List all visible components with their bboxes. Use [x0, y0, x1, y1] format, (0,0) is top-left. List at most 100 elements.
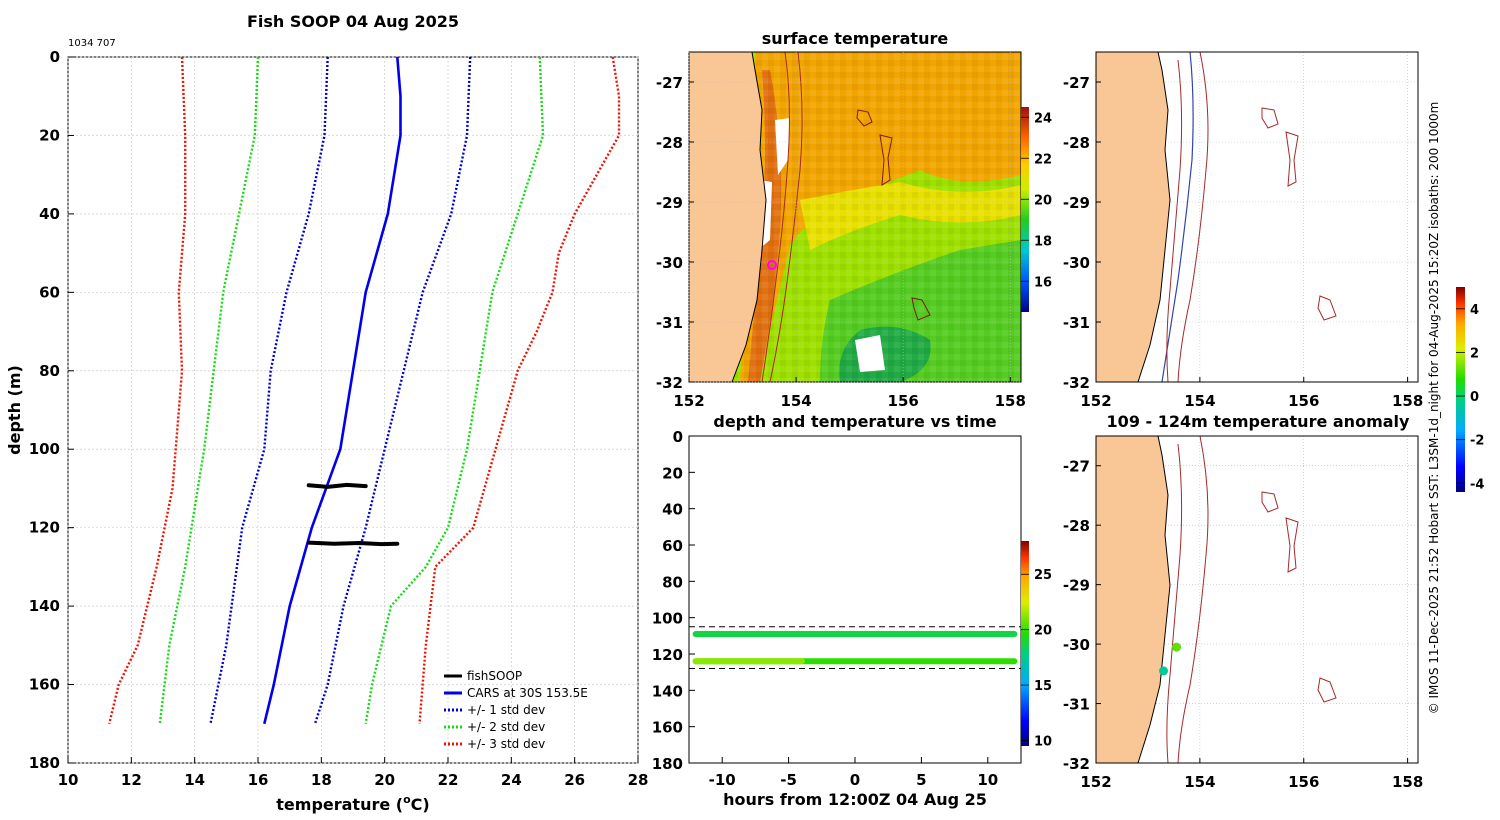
sst-title: surface temperature [762, 29, 949, 48]
iso-isobath-200-inner [1166, 59, 1183, 383]
profile-series [108, 56, 621, 725]
dt-ytick-label: 60 [662, 537, 683, 555]
anom-cbar-tick-label: -2 [1470, 434, 1484, 449]
iso-ytick-label: -32 [1063, 374, 1090, 392]
iso-seamount-2 [1285, 131, 1299, 187]
anomaly-point [1159, 666, 1169, 676]
dt-xtick-label: 5 [916, 771, 926, 789]
profile-ytick-label: 100 [29, 440, 60, 458]
sst-seamount-1 [856, 109, 873, 127]
anom-cbar-tick-label: -4 [1470, 477, 1484, 492]
legend-label-std1: +/- 1 std dev [467, 703, 545, 717]
dt-ytick-label: 140 [652, 682, 683, 700]
anom-ytick-label: -30 [1063, 636, 1090, 654]
sst-ytick-label: -32 [656, 374, 683, 392]
profile-xtick-label: 14 [184, 771, 205, 789]
iso-xtick-label: 154 [1184, 392, 1215, 410]
dt-colorbar [1021, 541, 1029, 746]
dt-title: depth and temperature vs time [713, 412, 996, 431]
anom-ytick-label: -32 [1063, 755, 1090, 773]
anomaly-map-panel: 109 - 124m temperature anomaly 152 154 156… [1063, 412, 1423, 791]
dt-ytick-label: 180 [652, 755, 683, 773]
sst-grid [688, 52, 1021, 383]
sst-cbar-tick-label: 24 [1034, 111, 1052, 126]
anom-ticks: 152 154 156 158 -27 -28 -29 -30 -31 -32 [1063, 458, 1423, 791]
legend-label-fishsoop: fishSOOP [467, 669, 522, 683]
depth-time-panel: depth and temperature vs time -10 -5 0 5 100… [652, 412, 1052, 809]
iso-seamount-3 [1317, 295, 1337, 321]
iso-frame [1095, 51, 1419, 383]
sst-cbar-tick-label: 16 [1034, 275, 1052, 290]
profile-ytick-label: 160 [29, 676, 60, 694]
anom-cbar-tick-label: 2 [1470, 346, 1479, 361]
sst-cloud-gaps [758, 118, 885, 372]
dt-cbar-tick-label: 10 [1034, 734, 1052, 749]
profile-xtick-label: 18 [311, 771, 332, 789]
anom-seamount-3 [1317, 677, 1337, 703]
profile-xtick-label: 28 [628, 771, 649, 789]
dt-ytick-label: 160 [652, 719, 683, 737]
dt-cbar-tick-label: 20 [1034, 624, 1052, 639]
dt-cbar-tick-label: 25 [1034, 568, 1052, 583]
profile-panel: 10 12 14 16 18 20 22 24 26 28 0 20 40 60 80 100 120 140 16… [5, 48, 648, 814]
dt-xtick-label: -5 [780, 771, 797, 789]
dt-colorbar-ticks: 10 15 20 25 [1021, 568, 1052, 749]
sst-xtick-label: 152 [673, 392, 704, 410]
iso-isobath-1000 [1161, 51, 1194, 383]
anom-xtick-label: 156 [1288, 773, 1319, 791]
profile-series-line [158, 56, 260, 724]
sst-ticks: 152 154 156 158 -27 -28 -29 -30 -31 -32 [656, 74, 1026, 410]
profile-series-line [313, 56, 472, 725]
profile-legend: fishSOOP CARS at 30S 153.5E +/- 1 std de… [444, 669, 588, 751]
corner-id: 1034 707 [68, 38, 116, 49]
profile-ytick-label: 180 [29, 754, 60, 772]
legend-label-std2: +/- 2 std dev [467, 720, 545, 734]
profile-ylabel: depth (m) [5, 365, 24, 455]
iso-xtick-label: 152 [1080, 392, 1111, 410]
anomaly-colorbar-ticks: 4 2 0 -2 -4 [1456, 303, 1484, 492]
dt-ytick-label: 40 [662, 501, 683, 519]
profile-plot-area [67, 56, 639, 764]
anom-xtick-label: 158 [1392, 773, 1423, 791]
anom-isobath-200-outer [1177, 435, 1209, 764]
anom-ytick-label: -31 [1063, 696, 1090, 714]
sst-xtick-label: 154 [780, 392, 811, 410]
dt-xtick-label: 0 [850, 771, 860, 789]
anomaly-point [1172, 642, 1181, 652]
side-caption: © IMOS 11-Dec-2025 21:52 Hobart SST: L3S… [1427, 102, 1441, 715]
profile-grid [67, 56, 639, 764]
anom-isobath-200-inner [1166, 443, 1183, 764]
dt-cbar-tick-label: 15 [1034, 679, 1052, 694]
profile-series-line [306, 540, 400, 547]
sst-ytick-label: -29 [656, 194, 683, 212]
xlabel-sup: o [403, 793, 411, 806]
anom-ytick-label: -27 [1063, 458, 1090, 476]
iso-isobath-200-outer [1177, 51, 1209, 383]
xlabel-pre: temperature ( [276, 795, 403, 814]
dt-ytick-label: 20 [662, 464, 683, 482]
profile-series-line [209, 56, 329, 725]
profile-series-line [306, 482, 368, 489]
anom-ytick-label: -28 [1063, 517, 1090, 535]
main-title: Fish SOOP 04 Aug 2025 [247, 12, 459, 31]
anom-title: 109 - 124m temperature anomaly [1107, 412, 1410, 431]
dt-ytick-label: 100 [652, 610, 683, 628]
sst-xtick-label: 158 [995, 392, 1026, 410]
iso-seamount-1 [1261, 107, 1279, 129]
sst-ytick-label: -30 [656, 254, 683, 272]
profile-series-line [418, 56, 621, 724]
profile-xtick-label: 26 [564, 771, 585, 789]
anom-xtick-label: 154 [1184, 773, 1215, 791]
anomaly-colorbar [1456, 287, 1465, 492]
sst-ytick-label: -27 [656, 74, 683, 92]
anom-frame [1095, 435, 1419, 764]
iso-xtick-label: 156 [1288, 392, 1319, 410]
legend-label-std3: +/- 3 std dev [467, 737, 545, 751]
sst-map-panel: surface temperature 152 154 156 158 -27 -28 -2… [656, 29, 1052, 410]
profile-series-line [108, 56, 187, 725]
iso-xtick-label: 158 [1392, 392, 1423, 410]
profile-xtick-label: 10 [58, 771, 79, 789]
sst-cbar-tick-label: 20 [1034, 193, 1052, 208]
